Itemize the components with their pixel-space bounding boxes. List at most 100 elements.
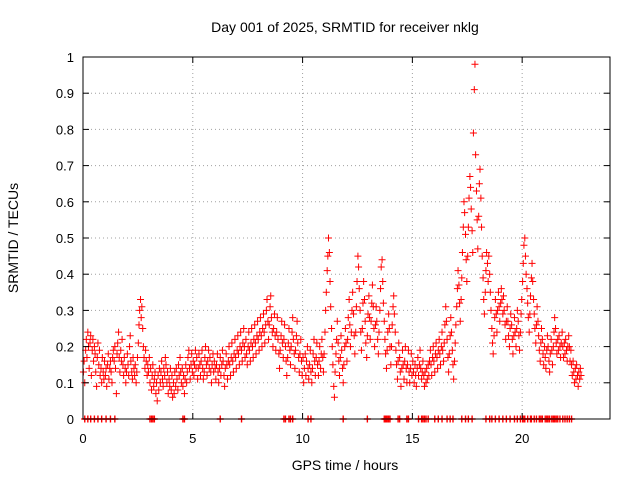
- y-tick-label: 0.4: [56, 267, 74, 282]
- data-point: [221, 364, 229, 372]
- y-tick-label: 0.7: [56, 159, 74, 174]
- data-point: [548, 346, 556, 354]
- data-point: [438, 328, 446, 336]
- data-point: [518, 296, 526, 304]
- data-point: [288, 328, 296, 336]
- data-point: [464, 252, 472, 260]
- data-point: [410, 379, 418, 387]
- data-point: [496, 317, 504, 325]
- data-point: [450, 375, 458, 383]
- data-point: [407, 364, 415, 372]
- data-point: [199, 375, 207, 383]
- data-point: [560, 339, 568, 347]
- data-point: [338, 346, 346, 354]
- data-point: [551, 314, 559, 322]
- data-point: [161, 372, 169, 380]
- data-point: [565, 343, 573, 351]
- data-point: [514, 317, 522, 325]
- data-point: [521, 252, 529, 260]
- y-tick-label: 0.8: [56, 122, 74, 137]
- data-point: [221, 382, 229, 390]
- data-point: [293, 317, 301, 325]
- data-point: [494, 306, 502, 314]
- data-point: [356, 306, 364, 314]
- data-point: [361, 317, 369, 325]
- data-point: [307, 368, 315, 376]
- data-point: [322, 288, 330, 296]
- data-point: [167, 386, 175, 394]
- data-point: [162, 361, 170, 369]
- data-point: [299, 353, 307, 361]
- data-point: [357, 328, 365, 336]
- data-point: [104, 361, 112, 369]
- data-point: [409, 357, 417, 365]
- data-point: [339, 379, 347, 387]
- data-point: [547, 335, 555, 343]
- data-point: [87, 332, 95, 340]
- data-point: [90, 343, 98, 351]
- data-point: [157, 368, 165, 376]
- data-point: [122, 379, 130, 387]
- data-point: [125, 372, 133, 380]
- data-point: [553, 350, 561, 358]
- data-point: [546, 368, 554, 376]
- data-point: [416, 346, 424, 354]
- data-point: [506, 325, 514, 332]
- data-point: [142, 357, 150, 365]
- data-point: [368, 299, 376, 307]
- data-point: [260, 328, 268, 336]
- data-point: [113, 350, 121, 358]
- data-point: [358, 325, 366, 332]
- data-point: [175, 361, 183, 369]
- data-point: [558, 328, 566, 336]
- data-point: [428, 372, 436, 380]
- data-point: [148, 372, 156, 380]
- data-point: [168, 372, 176, 380]
- data-point: [251, 339, 259, 347]
- data-point: [334, 339, 342, 347]
- data-point: [91, 350, 99, 358]
- data-point: [281, 321, 289, 329]
- data-point: [287, 343, 295, 351]
- data-point: [456, 299, 464, 307]
- data-point: [440, 357, 448, 365]
- data-point: [308, 364, 316, 372]
- data-point: [476, 165, 484, 173]
- data-point: [508, 321, 516, 329]
- data-point: [464, 223, 472, 231]
- data-point: [112, 390, 120, 398]
- data-point: [252, 350, 260, 358]
- data-point: [82, 335, 90, 343]
- data-point: [381, 335, 389, 343]
- chart-title: Day 001 of 2025, SRMTID for receiver nkl…: [211, 19, 479, 35]
- data-point: [147, 364, 155, 372]
- data-point: [277, 332, 285, 340]
- data-point: [118, 335, 126, 343]
- data-point: [382, 364, 390, 372]
- data-point: [499, 310, 507, 318]
- data-point: [336, 353, 344, 361]
- data-point: [457, 296, 465, 304]
- data-point: [243, 350, 251, 358]
- data-point: [313, 339, 321, 347]
- data-point: [124, 361, 132, 369]
- data-point: [86, 339, 94, 347]
- data-point: [110, 357, 118, 365]
- data-point: [246, 357, 254, 365]
- data-point: [396, 368, 404, 376]
- y-tick-label: 0.3: [56, 303, 74, 318]
- data-point: [300, 379, 308, 387]
- data-point: [180, 390, 188, 398]
- data-point: [153, 397, 161, 405]
- data-point: [436, 350, 444, 358]
- data-point: [527, 274, 535, 282]
- data-point: [292, 332, 300, 340]
- data-point: [136, 306, 144, 314]
- data-point: [123, 350, 131, 358]
- data-point: [85, 364, 93, 372]
- data-point: [285, 325, 293, 332]
- data-point: [254, 317, 262, 325]
- data-point: [205, 364, 213, 372]
- data-point: [158, 375, 166, 383]
- data-point: [150, 375, 158, 383]
